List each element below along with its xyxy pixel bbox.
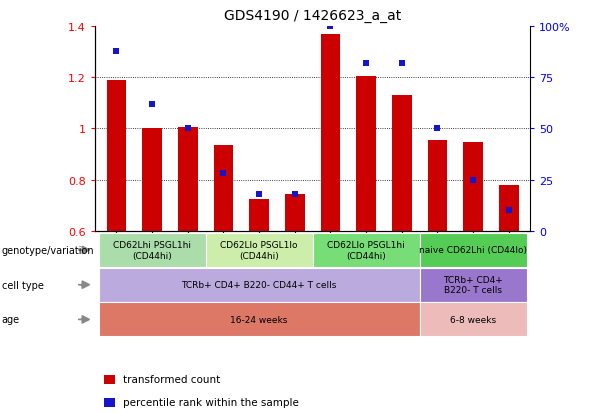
Bar <box>249 199 269 231</box>
Text: CD62Llo PSGL1lo
(CD44hi): CD62Llo PSGL1lo (CD44hi) <box>220 241 298 260</box>
Text: 16-24 weeks: 16-24 weeks <box>230 315 288 324</box>
Text: naive CD62Lhi (CD44lo): naive CD62Lhi (CD44lo) <box>419 246 527 255</box>
Bar <box>321 35 340 231</box>
Bar <box>214 146 234 231</box>
Text: age: age <box>2 315 20 325</box>
Text: percentile rank within the sample: percentile rank within the sample <box>123 397 299 407</box>
Bar <box>499 185 519 231</box>
Title: GDS4190 / 1426623_a_at: GDS4190 / 1426623_a_at <box>224 9 402 23</box>
Bar <box>142 129 162 231</box>
Text: transformed count: transformed count <box>123 375 220 385</box>
Bar <box>285 194 305 231</box>
Text: CD62Llo PSGL1hi
(CD44hi): CD62Llo PSGL1hi (CD44hi) <box>327 241 405 260</box>
Bar <box>178 128 197 231</box>
Text: CD62Lhi PSGL1hi
(CD44hi): CD62Lhi PSGL1hi (CD44hi) <box>113 241 191 260</box>
Bar <box>392 96 411 231</box>
Text: TCRb+ CD4+
B220- T cells: TCRb+ CD4+ B220- T cells <box>443 275 503 294</box>
Text: 6-8 weeks: 6-8 weeks <box>450 315 497 324</box>
Bar <box>463 143 483 231</box>
Text: TCRb+ CD4+ B220- CD44+ T cells: TCRb+ CD4+ B220- CD44+ T cells <box>181 280 337 290</box>
Text: cell type: cell type <box>2 280 44 290</box>
Bar <box>428 140 447 231</box>
Text: genotype/variation: genotype/variation <box>2 245 94 255</box>
Bar <box>356 77 376 231</box>
Bar <box>107 81 126 231</box>
